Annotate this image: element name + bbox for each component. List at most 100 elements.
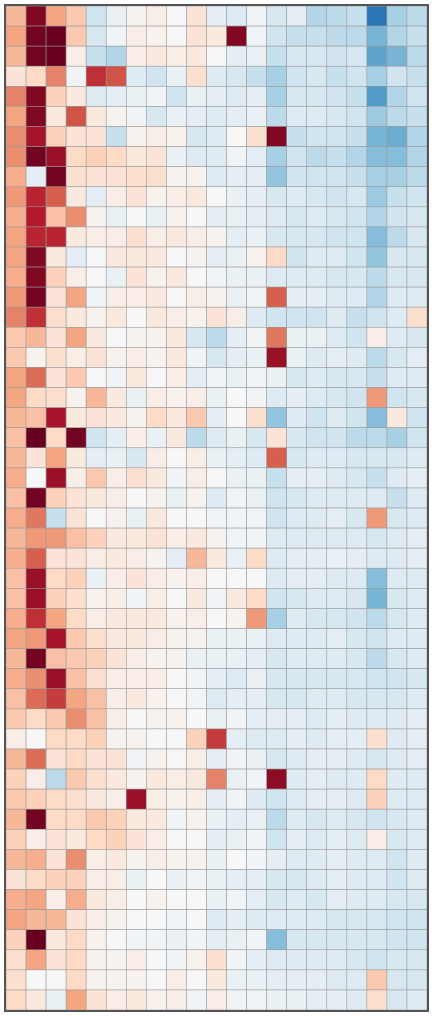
heatmap-cell [346, 186, 368, 208]
heatmap-cell [286, 728, 308, 750]
heatmap-cell [246, 106, 267, 127]
heatmap-cell [306, 527, 328, 549]
heatmap-cell [246, 949, 267, 971]
heatmap-cell [346, 326, 368, 348]
heatmap-cell [346, 628, 368, 649]
heatmap-cell [406, 387, 427, 408]
heatmap-cell [266, 567, 287, 589]
heatmap-cell [266, 467, 287, 489]
heatmap-cell [25, 608, 47, 629]
heatmap-cell [125, 467, 147, 489]
heatmap-cell [346, 447, 368, 469]
heatmap-cell [246, 146, 267, 167]
heatmap-cell [186, 86, 207, 107]
heatmap-cell [346, 849, 368, 870]
heatmap-cell [326, 427, 348, 449]
heatmap-cell [166, 306, 187, 328]
heatmap-cell [25, 567, 47, 589]
heatmap-cell [146, 106, 167, 127]
heatmap-cell [386, 849, 408, 870]
heatmap-cell [125, 266, 147, 288]
heatmap-cell [266, 788, 287, 810]
heatmap-cell [146, 547, 167, 569]
heatmap-cell [266, 126, 287, 147]
heatmap-cell [366, 688, 388, 710]
heatmap-cell [206, 326, 227, 348]
heatmap-cell [406, 969, 427, 991]
heatmap-cell [206, 106, 227, 127]
heatmap-cell [366, 648, 388, 669]
heatmap-cell [6, 668, 27, 690]
heatmap-cell [226, 828, 247, 850]
heatmap-cell [65, 487, 87, 509]
heatmap-cell [326, 708, 348, 730]
heatmap-cell [406, 608, 427, 629]
heatmap-cell [65, 427, 87, 449]
heatmap-cell [25, 668, 47, 690]
heatmap-cell [246, 387, 267, 408]
heatmap-cell [125, 45, 147, 67]
heatmap-cell [125, 567, 147, 589]
heatmap-cell [366, 507, 388, 529]
heatmap-cell [25, 768, 47, 790]
heatmap-cell [346, 648, 368, 669]
heatmap-cell [85, 588, 107, 609]
heatmap-cell [286, 949, 308, 971]
heatmap-cell [226, 728, 247, 750]
heatmap-cell [45, 146, 67, 167]
heatmap-cell [286, 808, 308, 830]
heatmap-cell [186, 286, 207, 308]
heatmap-cell [226, 688, 247, 710]
heatmap-cell [246, 246, 267, 268]
heatmap-cell [246, 869, 267, 890]
heatmap-cell [306, 146, 328, 167]
heatmap-cell [406, 869, 427, 890]
heatmap-cell [85, 226, 107, 248]
heatmap-cell [266, 889, 287, 910]
heatmap-cell [266, 728, 287, 750]
heatmap-cell [306, 909, 328, 930]
heatmap-cell [386, 25, 408, 47]
heatmap-cell [105, 286, 127, 308]
heatmap-cell [85, 186, 107, 208]
heatmap-cell [266, 668, 287, 690]
heatmap-cell [45, 828, 67, 850]
heatmap-cell [366, 467, 388, 489]
heatmap-cell [246, 367, 267, 388]
heatmap-cell [166, 25, 187, 47]
heatmap-cell [125, 65, 147, 87]
heatmap-cell [306, 45, 328, 67]
heatmap-cell [186, 427, 207, 449]
heatmap-cell [85, 387, 107, 408]
heatmap-cell [266, 547, 287, 569]
heatmap-cell [85, 487, 107, 509]
heatmap-cell [166, 708, 187, 730]
heatmap-cell [326, 748, 348, 770]
heatmap-cell [6, 25, 27, 47]
heatmap-cell [346, 748, 368, 770]
heatmap-cell [326, 547, 348, 569]
heatmap-cell [306, 487, 328, 509]
heatmap-cell [25, 648, 47, 669]
heatmap-cell [85, 86, 107, 107]
heatmap-cell [226, 889, 247, 910]
heatmap-cell [206, 487, 227, 509]
heatmap-cell [105, 86, 127, 107]
heatmap-cell [125, 387, 147, 408]
heatmap-cell [386, 628, 408, 649]
heatmap-cell [326, 25, 348, 47]
heatmap-cell [366, 828, 388, 850]
heatmap-cell [326, 728, 348, 750]
heatmap-cell [146, 226, 167, 248]
heatmap-cell [105, 748, 127, 770]
heatmap-cell [286, 427, 308, 449]
heatmap-cell [85, 969, 107, 991]
heatmap-cell [25, 849, 47, 870]
heatmap-cell [65, 146, 87, 167]
heatmap-cell [406, 547, 427, 569]
heatmap-cell [226, 306, 247, 328]
heatmap-cell [226, 266, 247, 288]
heatmap-cell [65, 909, 87, 930]
heatmap-cell [346, 347, 368, 368]
heatmap-cell [25, 808, 47, 830]
